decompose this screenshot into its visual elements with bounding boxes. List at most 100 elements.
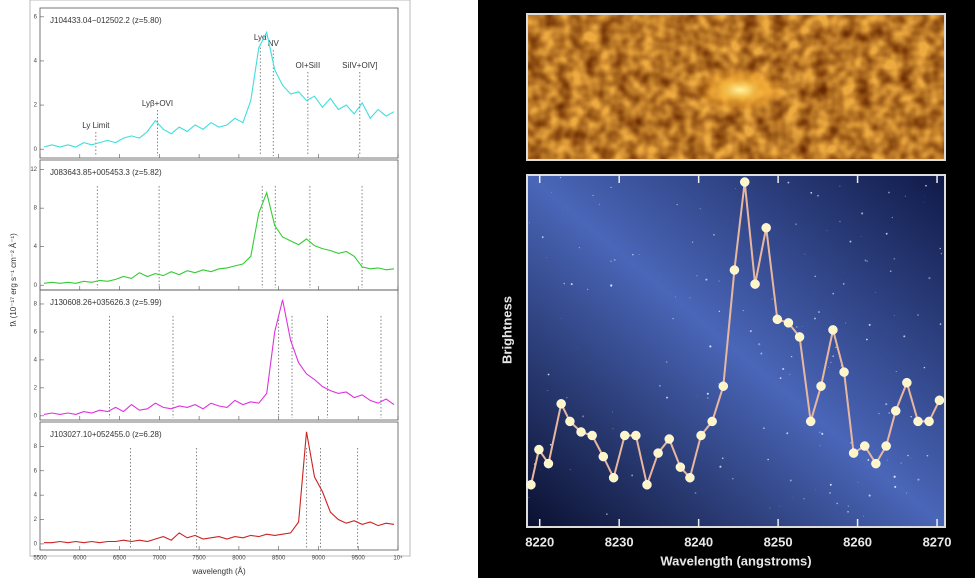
star xyxy=(867,459,869,461)
star xyxy=(610,187,611,188)
star xyxy=(779,506,780,507)
star xyxy=(815,489,816,490)
star xyxy=(614,259,616,261)
data-point xyxy=(860,442,869,451)
page: {"chart_data": [ {"type": "line", "title… xyxy=(0,0,975,578)
x-tick-label: 8240 xyxy=(684,534,713,549)
star xyxy=(587,289,588,290)
star xyxy=(830,362,831,363)
data-point xyxy=(891,406,900,415)
star xyxy=(939,248,941,250)
star xyxy=(761,352,763,354)
star xyxy=(803,498,804,499)
star xyxy=(928,277,930,279)
star xyxy=(836,503,837,504)
x-tick-label: 7000 xyxy=(153,556,167,562)
star xyxy=(802,326,803,327)
data-point xyxy=(730,266,739,275)
star xyxy=(889,412,890,413)
star xyxy=(719,466,721,468)
data-point xyxy=(534,445,543,454)
star xyxy=(579,247,580,248)
star xyxy=(692,242,693,243)
data-point xyxy=(588,431,597,440)
star xyxy=(562,214,563,215)
line-label: Ly Limit xyxy=(82,121,110,130)
star xyxy=(819,432,820,433)
star xyxy=(869,495,871,497)
star xyxy=(831,482,832,483)
star xyxy=(659,385,660,386)
star xyxy=(550,444,552,446)
y-axis-label: fλ (10⁻¹⁷ erg s⁻¹ cm⁻² Å⁻¹) xyxy=(9,233,18,327)
data-point xyxy=(773,315,782,324)
star xyxy=(606,513,607,514)
data-point xyxy=(762,223,771,232)
star xyxy=(791,356,792,357)
data-point xyxy=(913,417,922,426)
x-tick-label: 9000 xyxy=(312,556,326,562)
star xyxy=(814,318,816,320)
star xyxy=(612,428,613,429)
star xyxy=(858,482,859,483)
image-source xyxy=(695,68,785,112)
star xyxy=(787,182,789,184)
star xyxy=(864,259,866,261)
star xyxy=(718,383,719,384)
star xyxy=(707,397,708,398)
star xyxy=(540,469,541,470)
star xyxy=(743,310,744,311)
line-label: Lyβ+OVI xyxy=(142,99,173,108)
star xyxy=(848,505,849,506)
star xyxy=(839,186,840,187)
star xyxy=(709,345,711,347)
star xyxy=(566,397,567,398)
star xyxy=(571,283,573,285)
star xyxy=(546,257,547,258)
star xyxy=(733,219,734,220)
star xyxy=(782,368,784,370)
x-tick-label: 8220 xyxy=(525,534,554,549)
star xyxy=(547,390,548,391)
star xyxy=(632,254,634,256)
star xyxy=(894,258,895,259)
y-axis-label: Brightness xyxy=(499,296,514,364)
star xyxy=(810,192,812,194)
star xyxy=(582,415,584,417)
x-tick-label: 8260 xyxy=(843,534,872,549)
star xyxy=(639,254,640,255)
star xyxy=(907,455,909,457)
data-point xyxy=(544,459,553,468)
star xyxy=(888,192,890,194)
star xyxy=(713,234,715,236)
data-point xyxy=(806,417,815,426)
star xyxy=(599,204,600,205)
x-tick-label: 6000 xyxy=(73,556,87,562)
star xyxy=(896,371,897,372)
star xyxy=(829,492,831,494)
panel-title: J104433.04−012502.2 (z=5.80) xyxy=(50,16,162,25)
star xyxy=(631,474,633,476)
star xyxy=(814,275,816,277)
star xyxy=(906,493,907,494)
star xyxy=(820,445,821,446)
line-label: OI+SiII xyxy=(296,61,321,70)
x-tick-label: 8000 xyxy=(232,556,246,562)
data-point xyxy=(817,382,826,391)
data-point xyxy=(665,435,674,444)
star xyxy=(885,403,887,405)
star xyxy=(780,377,782,379)
star xyxy=(551,192,552,193)
data-point xyxy=(676,463,685,472)
star xyxy=(845,323,846,324)
star xyxy=(817,195,819,197)
star xyxy=(894,476,896,478)
data-point xyxy=(620,431,629,440)
star xyxy=(529,222,530,223)
star xyxy=(804,254,805,255)
star xyxy=(735,188,736,189)
star xyxy=(847,511,849,513)
star xyxy=(560,177,562,179)
star xyxy=(818,311,820,313)
data-point xyxy=(871,459,880,468)
